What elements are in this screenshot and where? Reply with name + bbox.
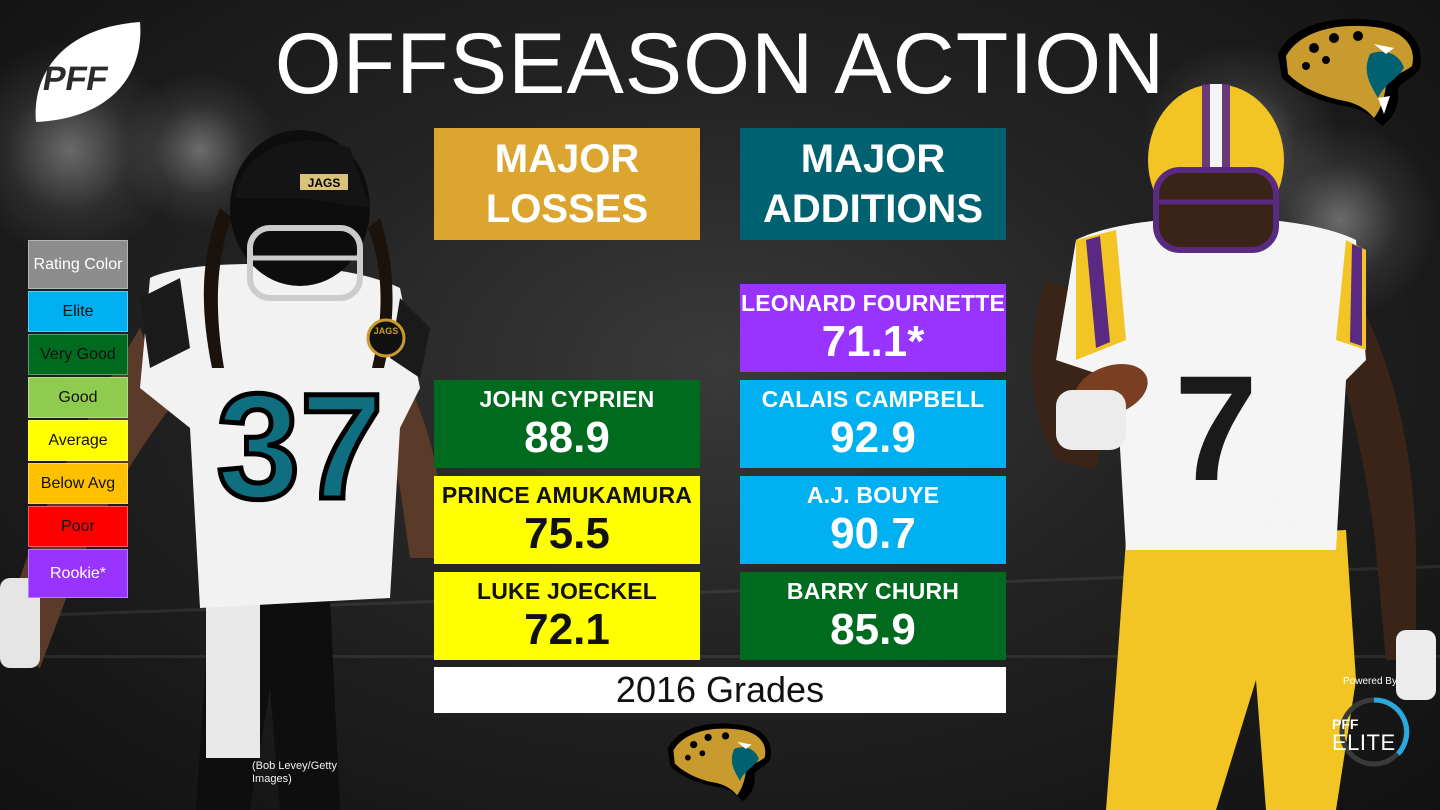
pff-logo: PFF [35,22,141,122]
addition-grade-card: LEONARD FOURNETTE 71.1* [740,284,1006,372]
player-name: BARRY CHURH [786,578,960,604]
powered-elite-text: ELITE [1332,730,1396,755]
player-grade: 90.7 [830,509,916,558]
additions-header-line1: MAJOR [800,137,946,181]
photo-credit-left: (Bob Levey/Getty Images) [252,760,337,785]
photo-credit-right: (Chris Graythen/G etty Images) [1254,494,1315,532]
legend-item-average: Average [28,420,128,461]
jersey-patch-text: JAGS [374,326,399,336]
player-name: LUKE JOECKEL [476,578,658,604]
additions-header-line2: ADDITIONS [763,187,983,231]
page-title: OFFSEASON ACTION [274,16,1166,112]
powered-by-label: Powered By [1343,676,1397,687]
player-grade: 92.9 [830,413,916,462]
legend-item-very-good: Very Good [28,334,128,375]
legend-item-below-avg: Below Avg [28,463,128,504]
powered-pff-text: PFF [1332,716,1359,732]
player-grade: 71.1* [821,317,925,366]
legend-item-elite: Elite [28,291,128,332]
loss-grade-card: PRINCE AMUKAMURA 75.5 [434,476,700,564]
player-grade: 75.5 [524,509,610,558]
rating-color-legend: Rating Color Elite Very Good Good Averag… [28,240,128,600]
player-name: A.J. BOUYE [806,482,940,508]
player-name: JOHN CYPRIEN [479,386,655,412]
jaguars-logo-bottom [667,723,772,802]
addition-grade-card: A.J. BOUYE 90.7 [740,476,1006,564]
jaguars-logo [1278,18,1421,126]
jersey-number-left: 37 [217,362,384,530]
legend-item-rookie: Rookie* [28,549,128,598]
addition-grade-card: BARRY CHURH 85.9 [740,572,1006,660]
legend-item-good: Good [28,377,128,418]
player-grade: 85.9 [830,605,916,654]
helmet-text: JAGS [308,176,341,190]
legend-item-rating-color: Rating Color [28,240,128,289]
player-name: PRINCE AMUKAMURA [441,482,693,508]
jersey-number-right: 7 [1174,344,1257,512]
field-line [0,655,1440,658]
losses-header-line1: MAJOR [494,137,640,181]
player-name: LEONARD FOURNETTE [740,290,1006,316]
player-photo-right: 7 [1032,84,1436,810]
elite-ring-icon [1339,697,1410,767]
pff-logo-text: PFF [40,60,111,98]
loss-grade-card: JOHN CYPRIEN 88.9 [434,380,700,468]
grades-year-label: 2016 Grades [434,667,1006,713]
legend-item-poor: Poor [28,506,128,547]
losses-header-line2: LOSSES [485,187,649,231]
losses-header: MAJOR LOSSES [434,128,700,240]
player-grade: 88.9 [524,413,610,462]
powered-by-pff-elite: Powered By PFF ELITE [1330,676,1420,776]
loss-grade-card: LUKE JOECKEL 72.1 [434,572,700,660]
player-name: CALAIS CAMPBELL [761,386,985,412]
player-grade: 72.1 [524,605,610,654]
addition-grade-card: CALAIS CAMPBELL 92.9 [740,380,1006,468]
additions-header: MAJOR ADDITIONS [740,128,1006,240]
